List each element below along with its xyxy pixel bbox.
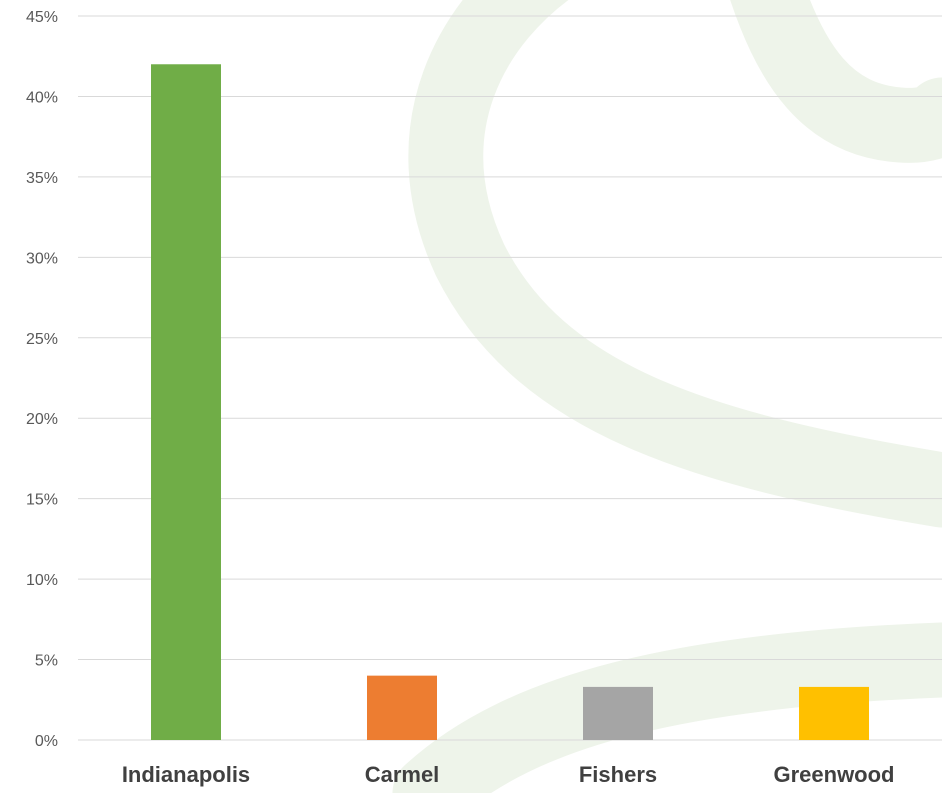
watermark-curve-upper xyxy=(408,0,942,528)
x-category-label: Fishers xyxy=(579,762,657,787)
y-axis-tick-labels: 0% 5% 10% 15% 20% 25% 30% 35% 40% 45% xyxy=(26,9,58,750)
gridlines xyxy=(78,15,942,741)
bar-carmel xyxy=(367,675,437,740)
y-tick-label: 30% xyxy=(26,250,58,267)
watermark-swirl xyxy=(392,0,942,793)
bar-fishers xyxy=(583,686,653,740)
y-tick-label: 45% xyxy=(26,9,58,26)
y-tick-label: 35% xyxy=(26,170,58,187)
x-category-label: Indianapolis xyxy=(122,762,250,787)
x-axis-category-labels: Indianapolis Carmel Fishers Greenwood xyxy=(122,762,895,787)
y-tick-label: 40% xyxy=(26,89,58,106)
y-tick-label: 20% xyxy=(26,411,58,428)
x-category-label: Greenwood xyxy=(773,762,894,787)
x-category-label: Carmel xyxy=(365,762,440,787)
bars xyxy=(151,64,869,741)
y-tick-label: 5% xyxy=(35,653,58,670)
y-tick-label: 15% xyxy=(26,492,58,509)
bar-indianapolis xyxy=(151,64,221,741)
y-tick-label: 0% xyxy=(35,733,58,750)
bar-greenwood xyxy=(799,686,869,740)
y-tick-label: 25% xyxy=(26,331,58,348)
y-tick-label: 10% xyxy=(26,572,58,589)
watermark-curve-top xyxy=(730,0,942,163)
